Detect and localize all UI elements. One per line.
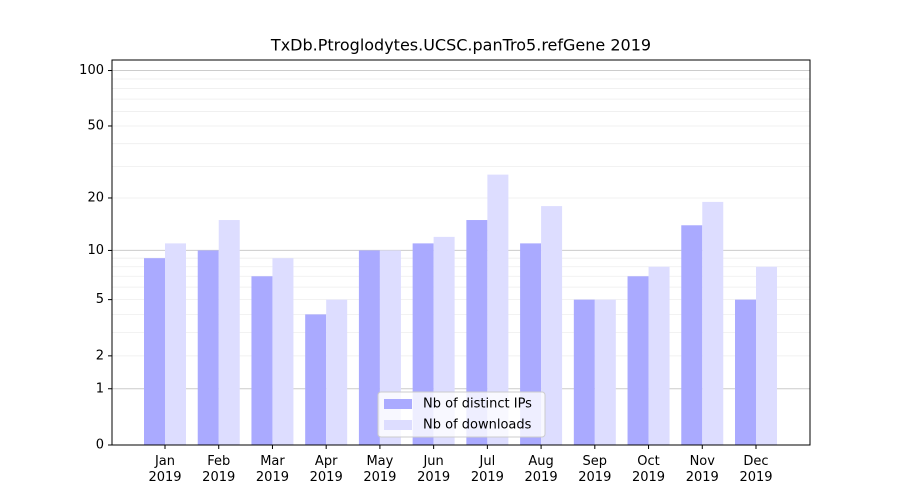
y-tick-label: 100 <box>79 63 104 78</box>
x-tick-label: Oct 2019 <box>631 454 666 485</box>
y-tick-label: 20 <box>87 190 104 205</box>
bar <box>681 225 703 445</box>
y-tick-label: 5 <box>96 292 104 307</box>
x-tick-label: Dec 2019 <box>739 454 773 485</box>
x-tick-label: Aug 2019 <box>524 454 558 485</box>
y-tick-label: 10 <box>87 243 104 258</box>
bar <box>144 258 165 445</box>
bar <box>165 243 186 445</box>
legend-swatch <box>384 420 412 430</box>
bar <box>358 250 380 445</box>
bar <box>466 220 488 445</box>
bar <box>735 299 756 445</box>
x-tick-label: Jul 2019 <box>470 454 504 485</box>
legend-box <box>377 391 546 438</box>
legend-label: Nb of downloads <box>423 418 532 433</box>
y-tick-label: 2 <box>96 348 104 363</box>
x-tick-label: Jun 2019 <box>417 454 451 485</box>
bar <box>326 299 348 445</box>
bar <box>197 250 219 445</box>
bar <box>218 220 240 445</box>
x-tick-label: Sep 2019 <box>578 454 612 485</box>
bar <box>305 314 327 445</box>
y-tick-label: 0 <box>96 438 104 453</box>
legend-swatch <box>384 399 412 409</box>
legend-label: Nb of distinct IPs <box>423 397 532 412</box>
x-tick-label: Nov 2019 <box>685 454 719 485</box>
x-tick-label: Jan 2019 <box>148 454 182 485</box>
x-tick-label: May 2019 <box>363 454 397 485</box>
bar <box>541 206 563 445</box>
bar <box>702 201 724 445</box>
bar <box>594 299 616 445</box>
bar <box>756 266 777 445</box>
bar <box>573 299 595 445</box>
bar <box>251 276 273 445</box>
bar <box>648 266 670 445</box>
y-tick-label: 50 <box>87 118 104 133</box>
x-tick-label: Apr 2019 <box>309 454 343 485</box>
legend: Nb of distinct IPs Nb of downloads <box>377 391 546 438</box>
x-tick-label: Feb 2019 <box>202 454 236 485</box>
bar <box>487 174 509 445</box>
bar <box>272 258 294 445</box>
x-tick-label: Mar 2019 <box>255 454 289 485</box>
bar <box>627 276 649 445</box>
plot-frame <box>111 59 811 446</box>
chart-title: TxDb.Ptroglodytes.UCSC.panTro5.refGene 2… <box>270 36 651 55</box>
y-tick-label: 1 <box>96 381 104 396</box>
